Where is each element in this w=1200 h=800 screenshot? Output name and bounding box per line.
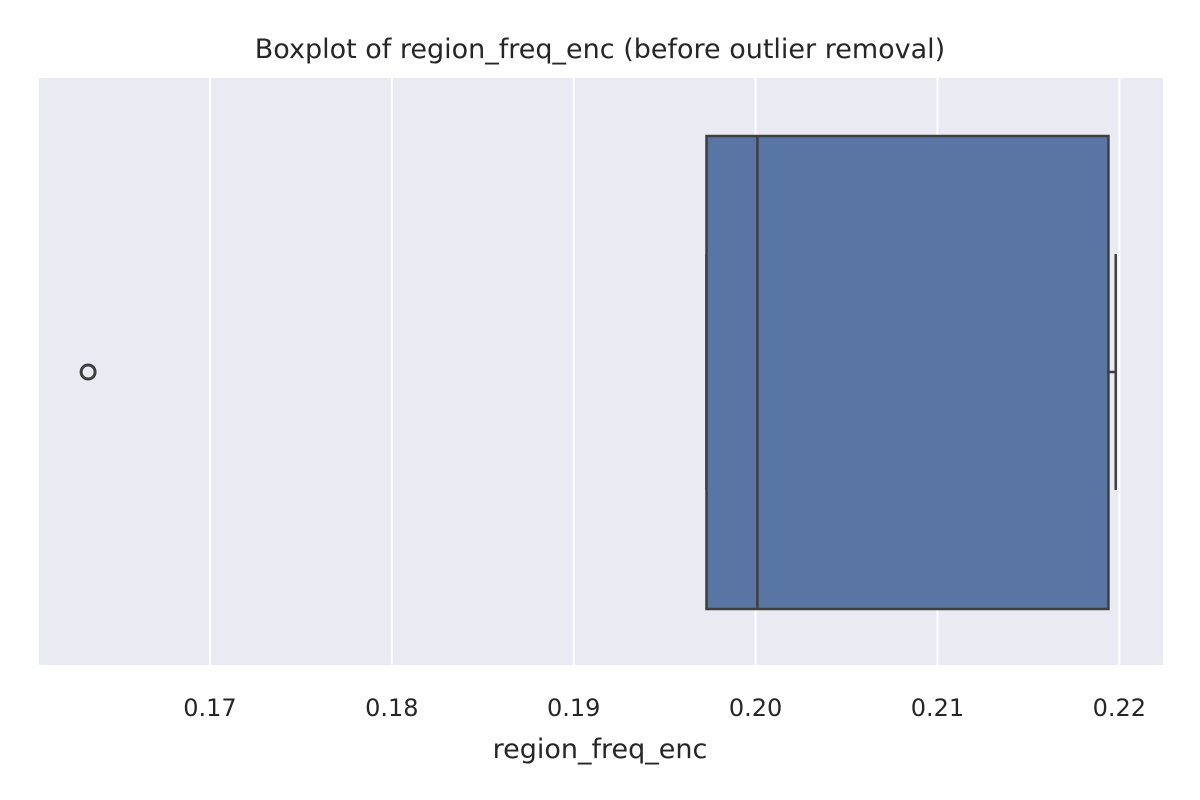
- x-tick-label: 0.20: [729, 694, 782, 722]
- interquartile-box: [705, 134, 1110, 611]
- x-axis-label: region_freq_enc: [493, 734, 708, 765]
- x-tick-label: 0.21: [911, 694, 964, 722]
- chart-title: Boxplot of region_freq_enc (before outli…: [255, 34, 945, 65]
- x-tick-label: 0.17: [183, 694, 236, 722]
- outlier-points: [79, 363, 97, 381]
- x-tick-label: 0.19: [547, 694, 600, 722]
- box-group: [705, 134, 1117, 611]
- x-tick-label: 0.22: [1093, 694, 1146, 722]
- x-tick-labels: 0.17 0.18 0.19 0.20 0.21 0.22: [183, 694, 1146, 722]
- outlier-point: [79, 363, 97, 381]
- x-tick-label: 0.18: [365, 694, 418, 722]
